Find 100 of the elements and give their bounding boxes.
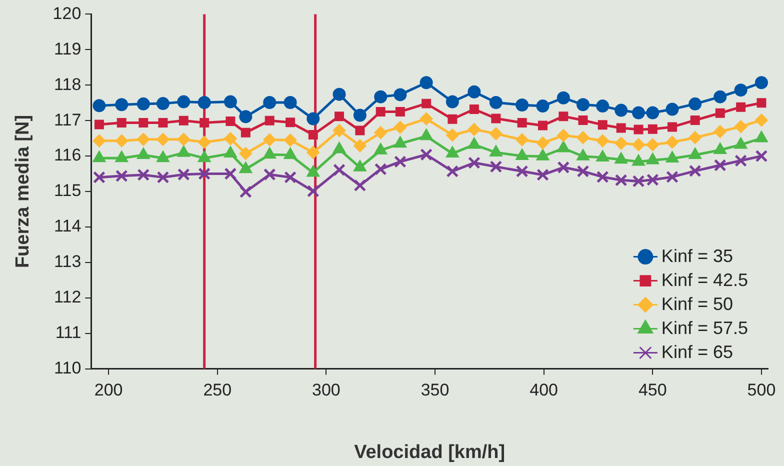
- point: [226, 116, 236, 126]
- point: [308, 130, 318, 140]
- point: [688, 131, 702, 144]
- point: [446, 95, 459, 108]
- point: [306, 146, 320, 159]
- point: [239, 147, 252, 160]
- point: [355, 126, 365, 136]
- point: [224, 95, 237, 108]
- point: [420, 76, 433, 90]
- point: [394, 120, 407, 134]
- legend-label: Kinf = 65: [661, 342, 733, 362]
- point: [648, 124, 658, 134]
- x-axis-title: Velocidad [km/h]: [354, 442, 506, 463]
- point: [688, 97, 702, 110]
- point: [690, 115, 700, 125]
- point: [489, 96, 502, 109]
- x-tick-label: 350: [420, 380, 450, 400]
- point: [632, 138, 646, 152]
- point: [446, 165, 459, 178]
- point: [198, 96, 211, 109]
- point: [92, 99, 106, 112]
- point: [353, 108, 366, 122]
- point: [136, 132, 150, 146]
- point: [556, 91, 570, 104]
- point: [224, 132, 237, 146]
- point: [538, 120, 548, 130]
- point: [136, 97, 150, 110]
- point: [394, 88, 407, 102]
- y-tick-label: 112: [54, 288, 82, 307]
- point: [374, 162, 387, 176]
- point: [576, 131, 590, 144]
- point: [376, 106, 386, 116]
- point: [646, 138, 660, 152]
- point: [374, 126, 388, 140]
- point: [596, 100, 610, 113]
- point: [666, 170, 678, 184]
- point: [468, 85, 481, 98]
- legend-label: Kinf = 57.5: [661, 318, 748, 338]
- y-tick-label: 119: [54, 39, 82, 58]
- point: [115, 134, 128, 148]
- point: [395, 106, 405, 116]
- point: [556, 128, 570, 142]
- point: [177, 168, 190, 181]
- point: [333, 164, 346, 176]
- point: [306, 184, 320, 198]
- x-tick-label: 450: [638, 380, 667, 400]
- point: [286, 118, 296, 128]
- point: [468, 156, 480, 169]
- x-tick-label: 400: [530, 380, 558, 400]
- point: [632, 175, 645, 188]
- point: [332, 88, 346, 101]
- point: [516, 165, 528, 178]
- point: [688, 164, 702, 178]
- point: [156, 171, 170, 184]
- point: [198, 136, 211, 149]
- x-tick-label: 200: [94, 380, 123, 400]
- point: [491, 114, 501, 124]
- point: [616, 123, 626, 133]
- point: [239, 186, 252, 198]
- point: [596, 170, 609, 184]
- point: [490, 160, 502, 173]
- point: [448, 114, 458, 124]
- point: [714, 142, 727, 154]
- y-axis-title: Fuerza media [N]: [12, 114, 34, 268]
- point: [93, 171, 106, 184]
- point: [734, 84, 748, 97]
- point: [536, 100, 550, 113]
- point: [420, 112, 433, 126]
- point: [754, 76, 768, 90]
- point: [394, 156, 406, 168]
- point: [115, 170, 128, 182]
- point: [92, 134, 106, 148]
- point: [646, 174, 659, 186]
- x-tick-label: 250: [203, 380, 232, 400]
- point: [469, 104, 479, 114]
- point: [614, 104, 628, 117]
- point: [614, 174, 628, 186]
- point: [263, 168, 276, 181]
- point: [614, 136, 628, 150]
- y-tick-label: 115: [54, 181, 82, 200]
- y-tick-label: 110: [54, 358, 82, 378]
- point: [240, 128, 250, 138]
- point: [557, 161, 570, 174]
- point: [576, 98, 590, 112]
- point: [558, 112, 568, 122]
- point: [596, 134, 610, 148]
- legend-label: Kinf = 50: [661, 294, 733, 314]
- x-tick-label: 300: [312, 380, 340, 400]
- point: [137, 168, 150, 182]
- point: [158, 118, 168, 128]
- point: [156, 132, 170, 146]
- y-tick-label: 118: [54, 74, 82, 94]
- legend-label: Kinf = 35: [661, 246, 733, 266]
- point: [422, 98, 432, 108]
- point: [354, 179, 366, 192]
- point: [446, 146, 459, 158]
- point: [734, 120, 748, 134]
- point: [755, 150, 768, 162]
- point: [736, 102, 746, 112]
- point: [374, 90, 388, 104]
